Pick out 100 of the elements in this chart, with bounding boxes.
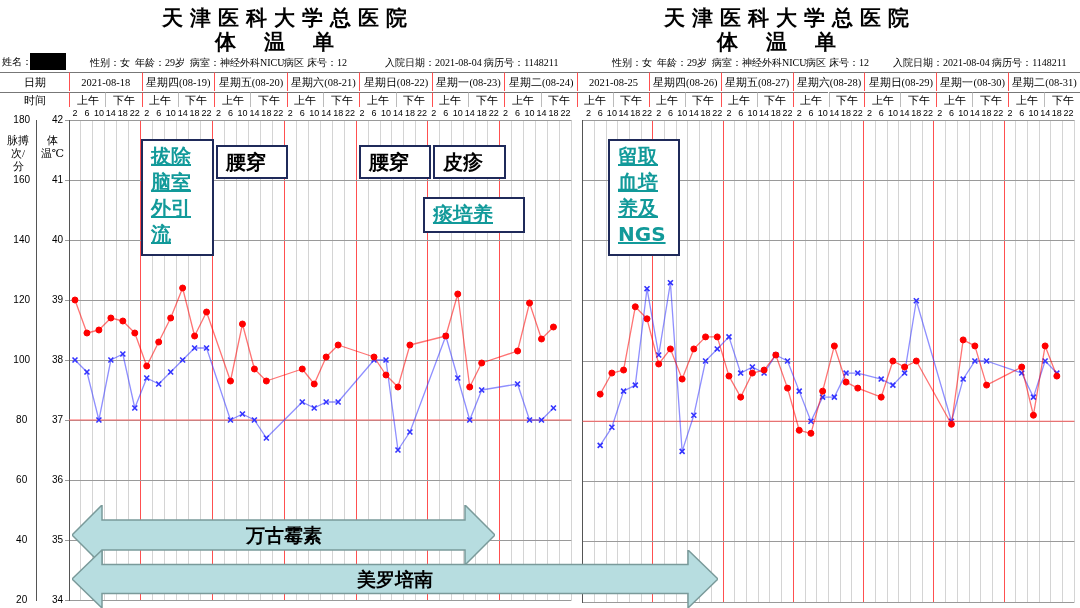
text: 上午 xyxy=(512,94,535,106)
chart-title: 天津医科大学总医院 xyxy=(161,5,415,31)
x-tick-label: 6 xyxy=(371,108,377,119)
text: 入院日期：2021-08-04 病历号：1148211 xyxy=(385,56,559,70)
y-tick-label: 80 xyxy=(16,413,28,425)
text: 上午 xyxy=(728,94,751,106)
text: 星期二(08-31) xyxy=(1008,72,1080,91)
text: 下午 xyxy=(258,94,281,106)
x-tick-label: 14 xyxy=(464,108,475,119)
text: 上午 xyxy=(577,92,613,107)
text: 下午 xyxy=(185,94,208,106)
x-tick-label: 18 xyxy=(117,108,128,119)
text: 下午 xyxy=(692,94,715,106)
annotation: 皮疹 xyxy=(433,145,506,179)
x-tick-label: 2 xyxy=(431,108,437,119)
x-tick-label: 22 xyxy=(923,108,934,119)
text: 下午 xyxy=(105,92,142,107)
x-tick-label: 6 xyxy=(443,108,449,119)
text: 下午 xyxy=(1051,94,1074,106)
x-tick-label: 22 xyxy=(993,108,1004,119)
x-tick-label: 14 xyxy=(899,108,910,119)
y2-tick-label: 40 xyxy=(51,233,64,245)
x-tick-label: 22 xyxy=(852,108,863,119)
x-tick-label: 6 xyxy=(1019,108,1025,119)
x-tick-label: 10 xyxy=(958,108,969,119)
y-tick-label: 60 xyxy=(16,473,28,485)
x-tick-label: 6 xyxy=(597,108,603,119)
x-tick-label: 22 xyxy=(129,108,140,119)
x-tick-label: 2 xyxy=(287,108,293,119)
x-tick-label: 14 xyxy=(249,108,260,119)
annotation: 腰穿 xyxy=(216,145,288,179)
text: 入院日期：2021-08-04 病历号：1148211 xyxy=(893,56,1067,70)
y2-tick-label: 42 xyxy=(51,113,64,125)
text: 星期五(08-27) xyxy=(720,72,793,91)
x-tick-label: 10 xyxy=(93,108,104,119)
annotation: 腰穿 xyxy=(359,145,431,179)
x-tick-label: 18 xyxy=(700,108,711,119)
annotation: 留取血培养及NGS xyxy=(608,139,680,256)
x-tick-label: 2 xyxy=(216,108,222,119)
x-tick-label: 2 xyxy=(937,108,943,119)
text: 时间 xyxy=(0,92,69,108)
text: 上午 xyxy=(294,94,317,106)
x-tick-label: 14 xyxy=(177,108,188,119)
text: 性别：女 年龄：29岁 病室：神经外科NICU病区 床号：12 xyxy=(90,56,347,70)
y-tick-label: 120 xyxy=(13,293,31,305)
text: 星期四(08-26) xyxy=(648,72,721,91)
y-tick-label: 40 xyxy=(16,533,28,545)
x-tick-label: 18 xyxy=(189,108,200,119)
x-tick-label: 18 xyxy=(404,108,415,119)
x-tick-label: 22 xyxy=(488,108,499,119)
y-tick-label: 20 xyxy=(16,593,28,605)
x-tick-label: 18 xyxy=(981,108,992,119)
x-tick-label: 2 xyxy=(796,108,802,119)
text: 上午 xyxy=(149,94,172,106)
y-tick-label: 180 xyxy=(13,113,31,125)
x-tick-label: 10 xyxy=(524,108,535,119)
x-tick-label: 6 xyxy=(515,108,521,119)
text: 星期日(08-29) xyxy=(864,72,937,91)
x-tick-label: 10 xyxy=(309,108,320,119)
text: 2021-08-18 xyxy=(69,72,142,91)
text: 星期四(08-19) xyxy=(141,72,215,91)
text: 星期二(08-24) xyxy=(504,72,577,91)
x-tick-label: 10 xyxy=(452,108,463,119)
text: 星期六(08-28) xyxy=(792,72,865,91)
y2-tick-label: 34 xyxy=(51,593,64,605)
x-tick-label: 10 xyxy=(606,108,617,119)
x-tick-label: 14 xyxy=(536,108,547,119)
text: 上午 xyxy=(800,94,823,106)
y-tick-label: 160 xyxy=(13,173,31,185)
x-tick-label: 6 xyxy=(84,108,90,119)
text: 下午 xyxy=(548,94,571,106)
x-tick-label: 18 xyxy=(261,108,272,119)
x-tick-label: 22 xyxy=(273,108,284,119)
x-tick-label: 18 xyxy=(333,108,344,119)
x-tick-label: 6 xyxy=(227,108,233,119)
x-tick-label: 10 xyxy=(237,108,248,119)
text: 上午 xyxy=(69,92,106,107)
y-tick-label: 140 xyxy=(13,233,31,245)
x-tick-label: 10 xyxy=(677,108,688,119)
text: 下午 xyxy=(612,92,649,107)
annotation: 拔除脑室外引流 xyxy=(141,139,214,256)
x-tick-label: 10 xyxy=(817,108,828,119)
x-tick-label: 18 xyxy=(911,108,922,119)
x-tick-label: 18 xyxy=(1051,108,1062,119)
y2-tick-label: 41 xyxy=(51,173,64,185)
annotation: 痰培养 xyxy=(423,197,525,233)
x-tick-label: 10 xyxy=(747,108,758,119)
x-tick-label: 6 xyxy=(299,108,305,119)
x-tick-label: 14 xyxy=(969,108,980,119)
text: 下午 xyxy=(979,94,1002,106)
x-tick-label: 6 xyxy=(667,108,673,119)
y-axis-title: 脉搏次/分 xyxy=(6,134,30,173)
text: 星期一(08-23) xyxy=(431,72,505,91)
x-tick-label: 14 xyxy=(688,108,699,119)
x-tick-label: 22 xyxy=(641,108,653,119)
x-tick-label: 2 xyxy=(656,108,662,119)
x-tick-label: 18 xyxy=(548,108,559,119)
x-tick-label: 18 xyxy=(770,108,781,119)
y2-tick-label: 39 xyxy=(51,293,64,305)
text: 星期一(08-30) xyxy=(936,72,1009,91)
